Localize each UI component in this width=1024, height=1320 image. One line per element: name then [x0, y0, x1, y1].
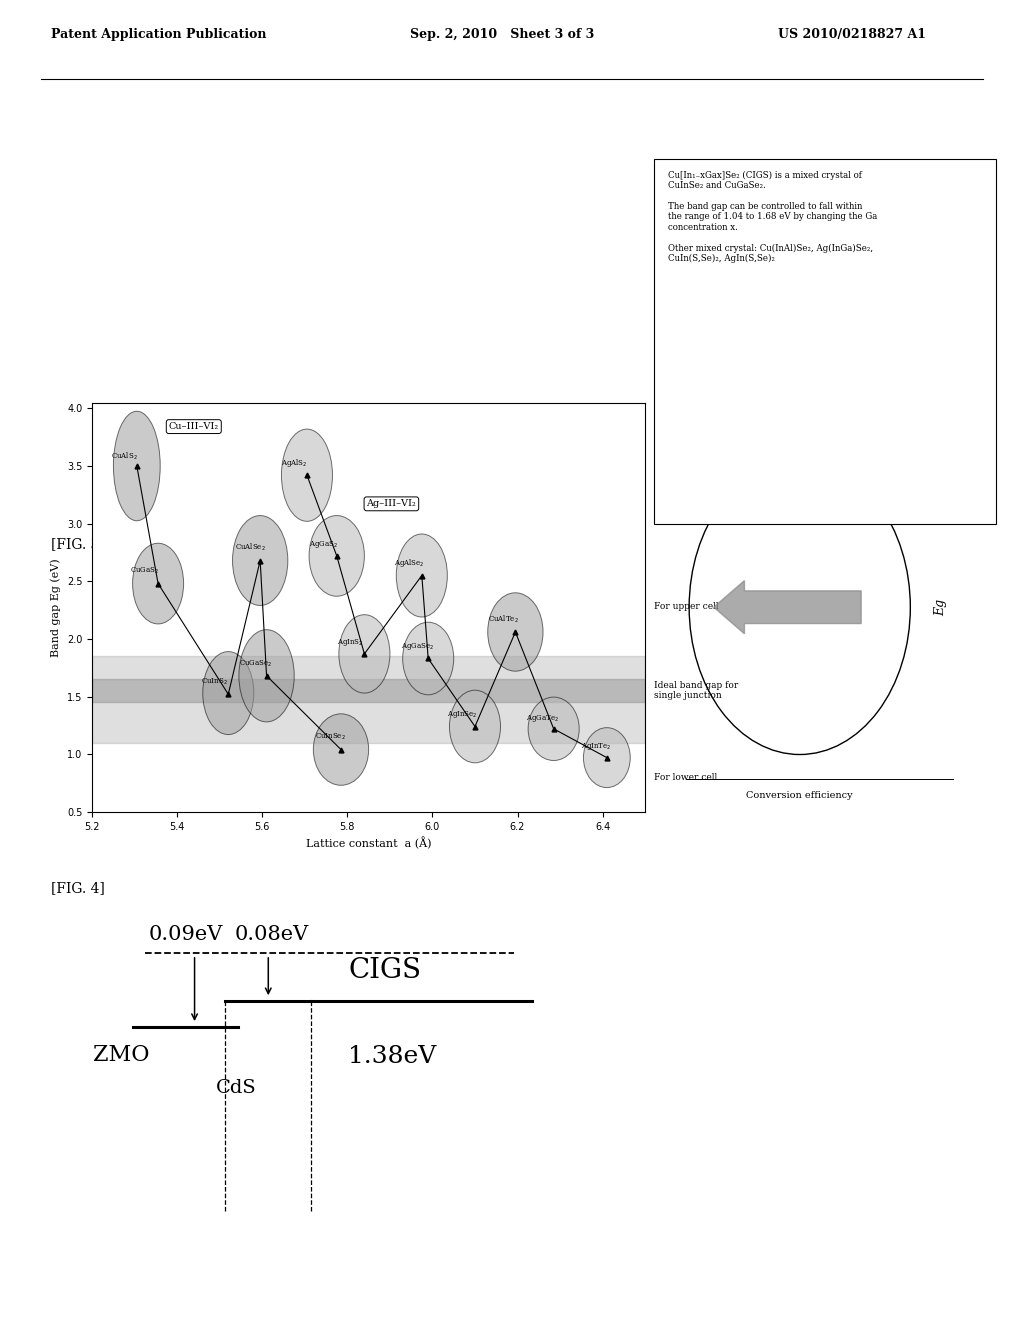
Text: CIGS: CIGS [348, 957, 421, 985]
Text: AgGaSe$_2$: AgGaSe$_2$ [400, 642, 433, 652]
Text: 1.38eV: 1.38eV [348, 1045, 436, 1068]
Text: For lower cell: For lower cell [653, 772, 717, 781]
Text: CdS: CdS [216, 1078, 257, 1097]
Ellipse shape [487, 593, 543, 671]
FancyBboxPatch shape [653, 160, 996, 524]
Text: Sep. 2, 2010   Sheet 3 of 3: Sep. 2, 2010 Sheet 3 of 3 [410, 28, 594, 41]
Ellipse shape [528, 697, 580, 760]
Ellipse shape [402, 622, 454, 694]
Bar [92, 680, 645, 702]
Text: Conversion efficiency: Conversion efficiency [746, 791, 853, 800]
Y-axis label: Band gap Eg (eV): Band gap Eg (eV) [51, 558, 61, 656]
Ellipse shape [282, 429, 333, 521]
Text: Cu–III–VI₂: Cu–III–VI₂ [169, 422, 219, 432]
Ellipse shape [203, 652, 254, 734]
Text: Eg: Eg [935, 599, 947, 615]
Text: CuInS$_2$: CuInS$_2$ [201, 677, 227, 686]
Text: For upper cell: For upper cell [653, 602, 718, 611]
Text: [FIG. 4]: [FIG. 4] [51, 880, 105, 895]
Text: Ideal band gap for
single junction: Ideal band gap for single junction [653, 681, 738, 701]
X-axis label: Lattice constant  a (Å): Lattice constant a (Å) [306, 837, 431, 850]
Ellipse shape [239, 630, 294, 722]
Text: 0.08eV: 0.08eV [234, 925, 308, 944]
Text: AgAlSe$_2$: AgAlSe$_2$ [394, 557, 425, 569]
Text: ZMO: ZMO [93, 1044, 150, 1065]
Ellipse shape [114, 412, 160, 521]
Text: AgGaS$_2$: AgGaS$_2$ [309, 539, 338, 549]
Text: [FIG. 3]: [FIG. 3] [51, 537, 104, 552]
Text: CuGaSe$_2$: CuGaSe$_2$ [239, 659, 272, 669]
Text: CuGaS$_2$: CuGaS$_2$ [130, 566, 160, 577]
Bar [92, 656, 645, 743]
Text: 0.09eV: 0.09eV [148, 925, 222, 944]
Text: US 2010/0218827 A1: US 2010/0218827 A1 [778, 28, 927, 41]
Ellipse shape [339, 615, 390, 693]
Ellipse shape [132, 544, 183, 624]
Text: AgInSe$_2$: AgInSe$_2$ [447, 709, 478, 721]
Text: CuAlTe$_2$: CuAlTe$_2$ [487, 614, 518, 624]
Ellipse shape [584, 727, 630, 788]
Text: AgAlS$_2$: AgAlS$_2$ [282, 457, 308, 469]
FancyArrow shape [714, 581, 861, 634]
Text: Patent Application Publication: Patent Application Publication [51, 28, 266, 41]
Text: AgInTe$_2$: AgInTe$_2$ [582, 742, 611, 752]
Text: CuAlS$_2$: CuAlS$_2$ [112, 451, 138, 462]
Text: AgGaTe$_2$: AgGaTe$_2$ [526, 713, 559, 723]
Ellipse shape [232, 516, 288, 606]
Ellipse shape [309, 516, 365, 597]
Text: AgInS$_2$: AgInS$_2$ [337, 636, 364, 648]
Ellipse shape [450, 690, 501, 763]
Text: CuInSe$_2$: CuInSe$_2$ [315, 733, 346, 742]
Ellipse shape [396, 535, 447, 616]
Text: Ag–III–VI₂: Ag–III–VI₂ [367, 499, 417, 508]
Ellipse shape [313, 714, 369, 785]
Text: Cu[In₁₋xGax]Se₂ (CIGS) is a mixed crystal of
CuInSe₂ and CuGaSe₂.

The band gap : Cu[In₁₋xGax]Se₂ (CIGS) is a mixed crysta… [668, 170, 878, 263]
Text: CuAlSe$_2$: CuAlSe$_2$ [234, 543, 265, 553]
